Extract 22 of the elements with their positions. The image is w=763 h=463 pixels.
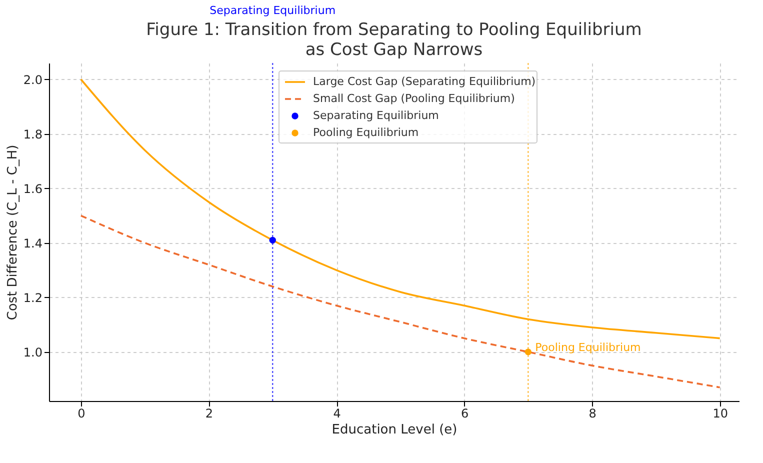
y-tick-label: 2.0: [23, 72, 42, 87]
legend-label: Pooling Equilibrium: [313, 126, 419, 139]
y-tick-label: 1.6: [23, 182, 42, 196]
x-tick-label: 4: [333, 406, 341, 420]
line-series: [80, 214, 721, 388]
y-tick-label: 1.4: [23, 236, 42, 250]
y-tick-label: 1.2: [23, 290, 42, 305]
y-tick-label: 1.0: [23, 345, 42, 360]
chart-title: Figure 1: Transition from Separating to Pooling Equilibrium as Cost Gap Narrows: [146, 20, 642, 60]
y-axis-title: Cost Difference (C_L - C_H): [5, 144, 20, 320]
legend-label: Separating Equilibrium: [313, 109, 439, 122]
y-tick-label: 1.8: [23, 127, 42, 142]
x-tick-label: 8: [588, 406, 596, 420]
ref-line-label: Separating Equilibrium: [210, 4, 336, 17]
legend-label: Small Cost Gap (Pooling Equilibrium): [313, 92, 515, 105]
x-tick-label: 2: [205, 406, 214, 420]
x-axis-title: Education Level (e): [332, 422, 458, 438]
annotation: Pooling Equilibrium: [535, 340, 641, 354]
legend-label: Large Cost Gap (Separating Equilibrium): [313, 75, 536, 88]
x-tick-label: 6: [460, 406, 469, 420]
x-tick-label: 0: [78, 406, 86, 420]
x-tick-label: 10: [712, 406, 728, 420]
